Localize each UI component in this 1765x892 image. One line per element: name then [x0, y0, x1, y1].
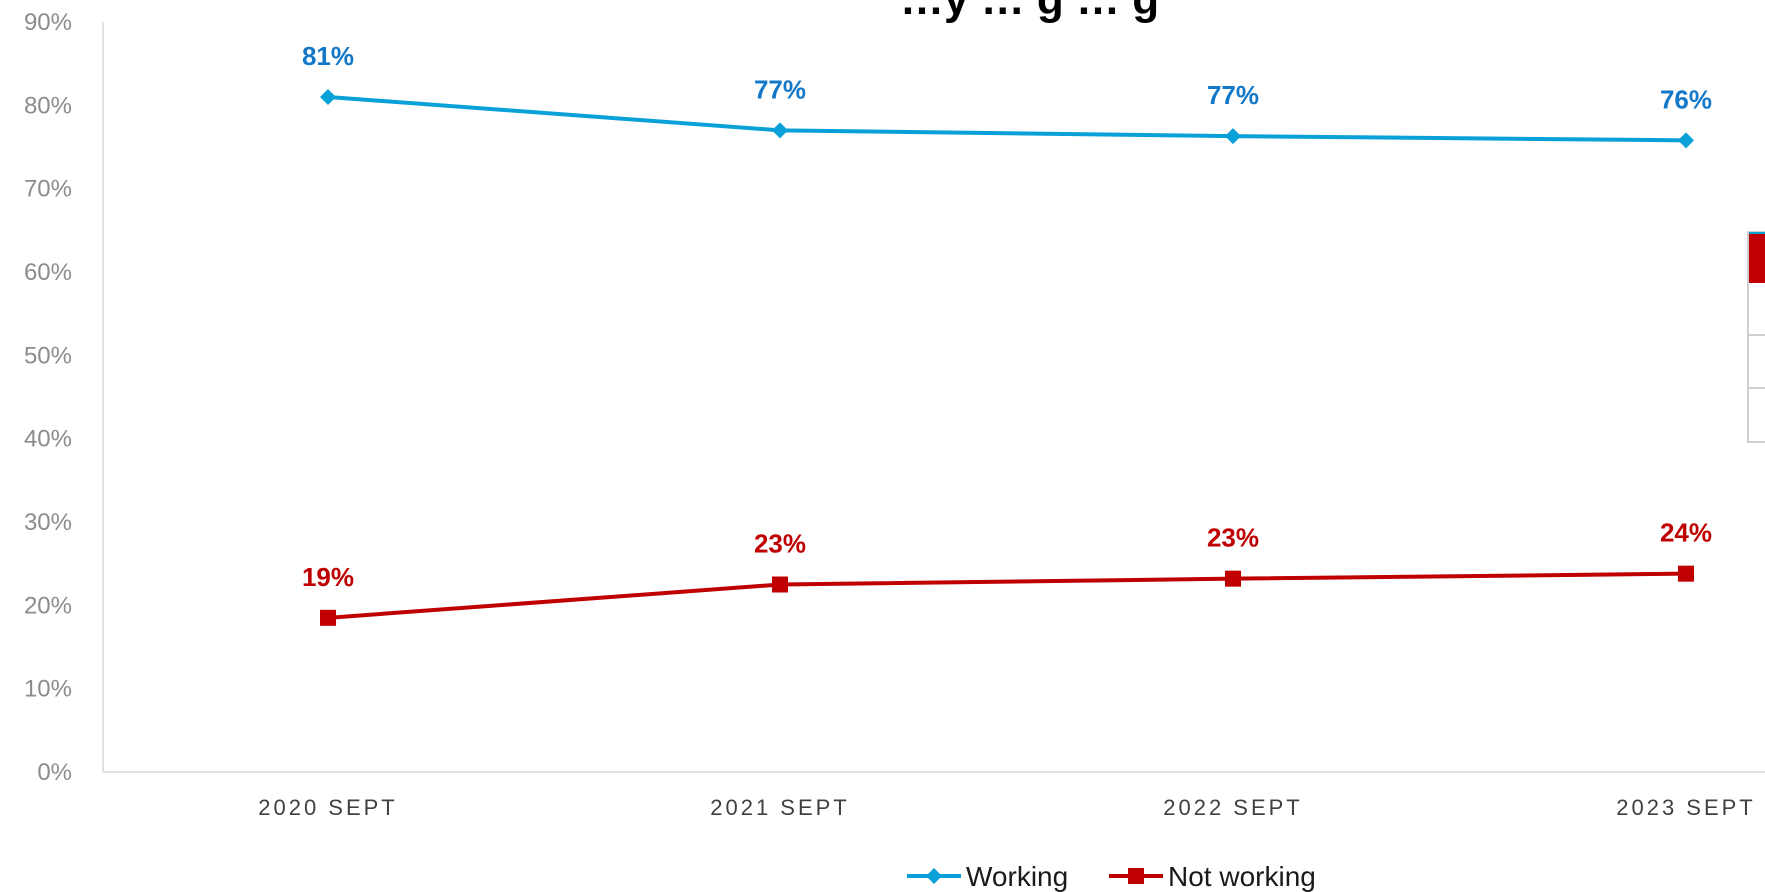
data-label: 76% [1660, 84, 1712, 114]
data-label: 77% [1207, 80, 1259, 110]
chart-title: …y … g … g [900, 0, 1159, 24]
x-axis: 2020 SEPT 2021 SEPT 2022 SEPT 2023 SEPT [103, 771, 1765, 820]
y-tick-label: 40% [24, 426, 72, 453]
data-point-marker [1225, 128, 1241, 145]
legend: Working Not working [907, 861, 1316, 892]
y-axis: 0% 10% 20% 30% 40% 50% 60% 70% 80% 90% [24, 9, 104, 786]
data-label: 81% [302, 41, 354, 71]
y-tick-label: 90% [24, 9, 72, 36]
data-label: 23% [1207, 523, 1259, 553]
data-label: 19% [302, 562, 354, 592]
y-tick-label: 30% [24, 509, 72, 536]
legend-marker [1128, 868, 1144, 884]
legend-item-not-working: Not working [1109, 861, 1316, 892]
legend-label: Working [966, 861, 1068, 892]
data-point-marker [772, 576, 788, 593]
data-point-marker [1225, 570, 1241, 587]
y-tick-label: 60% [24, 259, 72, 286]
x-tick-label: 2020 SEPT [258, 795, 398, 820]
data-point-marker [320, 89, 336, 105]
series-layer [320, 89, 1694, 626]
y-tick-label: 0% [37, 759, 72, 786]
data-point-marker [320, 609, 336, 626]
y-tick-label: 20% [24, 592, 72, 619]
data-label: 24% [1660, 518, 1712, 548]
data-table-header-swatch [1749, 233, 1765, 283]
data-point-marker [1678, 565, 1694, 582]
x-tick-label: 2022 SEPT [1163, 795, 1303, 820]
series-line-working [327, 95, 1687, 143]
y-tick-label: 70% [24, 176, 72, 203]
data-labels: 81% 77% 77% 76% 19% 23% 23% 24% [302, 41, 1712, 592]
x-tick-label: 2021 SEPT [710, 795, 850, 820]
data-point-marker [772, 122, 788, 139]
x-tick-label: 2023 SEPT [1616, 795, 1756, 820]
legend-marker [926, 868, 942, 884]
data-label: 77% [754, 74, 806, 104]
data-label: 23% [754, 529, 806, 559]
legend-item-working: Working [907, 861, 1068, 892]
data-point-marker [1678, 132, 1694, 149]
y-tick-label: 80% [24, 92, 72, 119]
legend-label: Not working [1168, 861, 1316, 892]
series-line-not-working [327, 571, 1687, 620]
y-tick-label: 10% [24, 676, 72, 703]
y-tick-label: 50% [24, 342, 72, 369]
data-table-fragment [1747, 231, 1765, 443]
